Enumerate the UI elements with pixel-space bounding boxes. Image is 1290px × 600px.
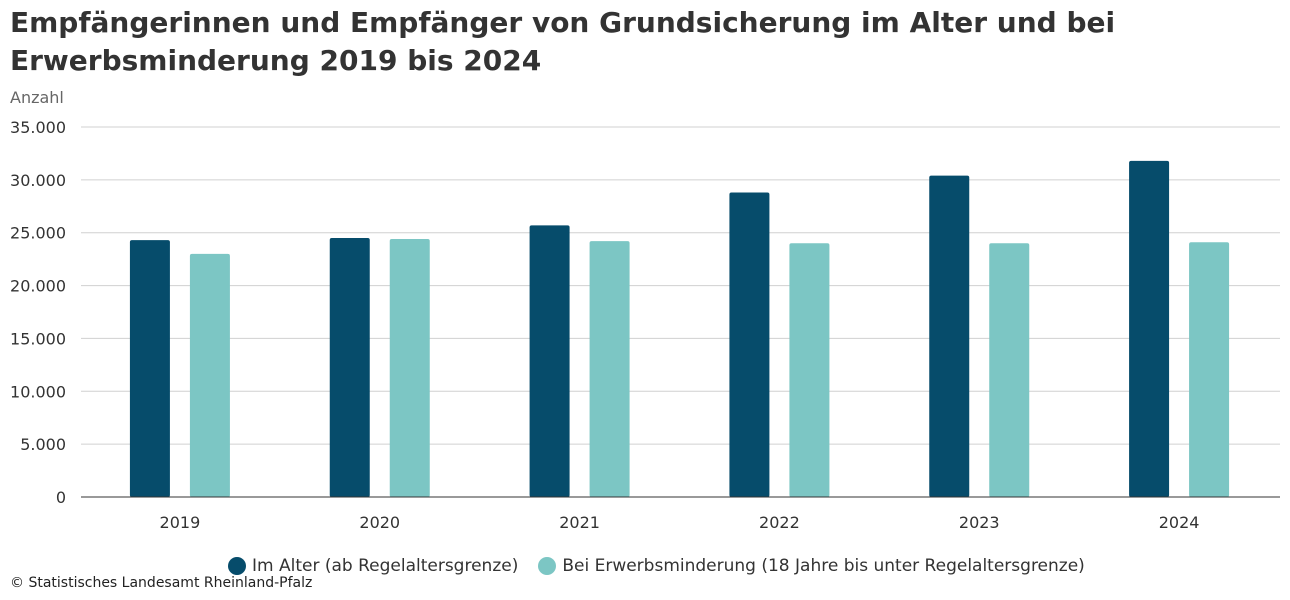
y-axis-label: Anzahl bbox=[10, 88, 64, 107]
y-tick-label: 15.000 bbox=[10, 329, 66, 348]
bars bbox=[129, 160, 1230, 498]
x-tick-label: 2024 bbox=[1159, 513, 1200, 532]
legend-label-erwerbsminderung: Bei Erwerbsminderung (18 Jahre bis unter… bbox=[562, 556, 1085, 576]
y-tick-label: 10.000 bbox=[10, 382, 66, 401]
y-tick-label: 30.000 bbox=[10, 171, 66, 190]
legend-swatch-erwerbsminderung bbox=[538, 557, 557, 575]
legend-label-im-alter: Im Alter (ab Regelaltersgrenze) bbox=[252, 556, 519, 576]
bar-erwerbsminderung-2020 bbox=[389, 239, 430, 498]
y-axis-ticks: 0 5.000 10.000 15.000 20.000 25.000 30.000 35.0… bbox=[10, 118, 66, 507]
bar-erwerbsminderung-2021 bbox=[589, 241, 630, 497]
y-tick-label: 35.000 bbox=[10, 118, 66, 137]
bar-im-alter-2019 bbox=[129, 240, 170, 497]
x-tick-label: 2023 bbox=[959, 513, 1000, 532]
bar-im-alter-2020 bbox=[329, 238, 370, 497]
x-tick-label: 2020 bbox=[359, 513, 400, 532]
y-tick-label: 5.000 bbox=[20, 435, 66, 454]
bar-im-alter-2022 bbox=[729, 192, 770, 498]
x-tick-label: 2021 bbox=[559, 513, 600, 532]
bar-erwerbsminderung-2023 bbox=[989, 243, 1030, 497]
x-axis-ticks: 2019 2020 2021 2022 2023 2024 bbox=[160, 513, 1200, 532]
y-tick-label: 20.000 bbox=[10, 277, 66, 296]
bar-erwerbsminderung-2022 bbox=[789, 243, 830, 497]
bar-erwerbsminderung-2019 bbox=[189, 253, 230, 497]
bar-im-alter-2021 bbox=[529, 225, 570, 498]
legend: Im Alter (ab Regelaltersgrenze) Bei Erwe… bbox=[228, 556, 1105, 576]
y-tick-label: 0 bbox=[56, 488, 66, 507]
source-note: © Statistisches Landesamt Rheinland-Pfal… bbox=[10, 575, 313, 591]
y-tick-label: 25.000 bbox=[10, 224, 66, 243]
bar-im-alter-2024 bbox=[1129, 160, 1170, 498]
bar-im-alter-2023 bbox=[929, 175, 970, 497]
chart-title: Empfängerinnen und Empfänger von Grundsi… bbox=[10, 6, 1116, 77]
gridlines bbox=[81, 126, 1280, 445]
bar-erwerbsminderung-2024 bbox=[1189, 242, 1230, 497]
x-tick-label: 2022 bbox=[759, 513, 800, 532]
legend-swatch-im-alter bbox=[228, 557, 246, 575]
legend-item-im-alter: Im Alter (ab Regelaltersgrenze) bbox=[228, 556, 518, 576]
x-tick-label: 2019 bbox=[160, 513, 201, 532]
legend-item-erwerbsminderung: Bei Erwerbsminderung (18 Jahre bis unter… bbox=[538, 556, 1085, 576]
bar-chart: 0 5.000 10.000 15.000 20.000 25.000 30.000 35.0… bbox=[10, 118, 1280, 532]
